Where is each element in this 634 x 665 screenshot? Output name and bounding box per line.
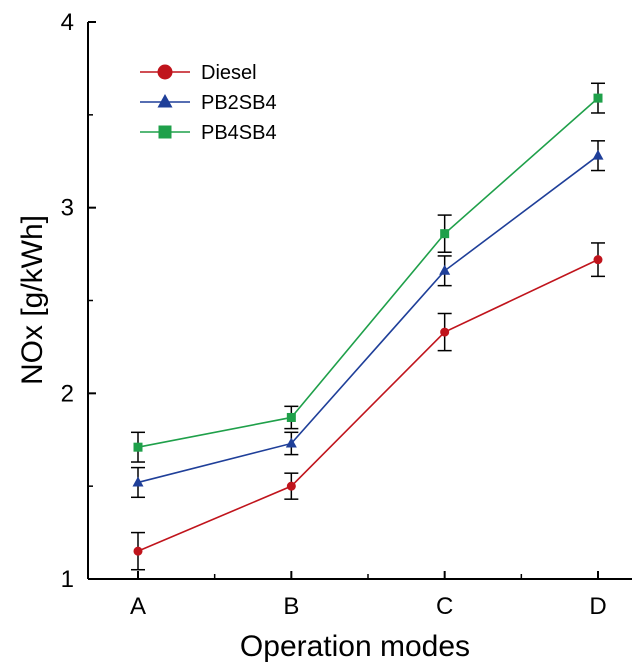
legend-label-pb2sb4: PB2SB4: [201, 92, 277, 114]
x-tick-label: D: [589, 593, 606, 620]
series-pb4sb4: [131, 82, 605, 463]
data-point-pb2sb4: [439, 264, 451, 275]
legend-marker-pb2sb4: [157, 94, 173, 108]
y-tick-label: 1: [61, 566, 74, 593]
x-axis-label: Operation modes: [240, 630, 470, 663]
data-point-pb4sb4: [440, 229, 450, 239]
series-line-pb2sb4: [137, 155, 599, 484]
data-point-diesel: [440, 327, 450, 337]
y-tick-label: 3: [61, 195, 74, 222]
axes: 1 2 3 4 A B C D: [61, 9, 632, 620]
data-point-diesel: [593, 255, 603, 265]
data-point-pb2sb4: [132, 476, 144, 487]
series-line-pb4sb4: [137, 97, 599, 448]
legend-marker-diesel: [157, 64, 173, 80]
data-point-diesel: [286, 481, 296, 491]
y-tick-label: 2: [61, 380, 74, 407]
data-point-pb4sb4: [286, 412, 296, 422]
y-tick-label: 4: [61, 9, 74, 36]
legend-label-pb4sb4: PB4SB4: [201, 122, 277, 144]
x-tick-label: C: [436, 593, 453, 620]
data-point-pb2sb4: [592, 149, 604, 160]
series-layer: [131, 82, 605, 571]
legend-label-diesel: Diesel: [201, 62, 257, 84]
y-axis-label: NOx [g/kWh]: [16, 215, 49, 385]
series-diesel: [131, 242, 605, 571]
legend-marker-pb4sb4: [158, 125, 172, 139]
series-line-diesel: [137, 258, 599, 552]
data-point-diesel: [133, 546, 143, 556]
data-point-pb4sb4: [593, 93, 603, 103]
data-point-pb4sb4: [133, 442, 143, 452]
data-point-pb2sb4: [285, 437, 297, 448]
legend: Diesel PB2SB4 PB4SB4: [140, 62, 277, 144]
x-tick-label: B: [283, 593, 299, 620]
x-tick-label: A: [130, 593, 146, 620]
series-pb2sb4: [131, 140, 605, 499]
